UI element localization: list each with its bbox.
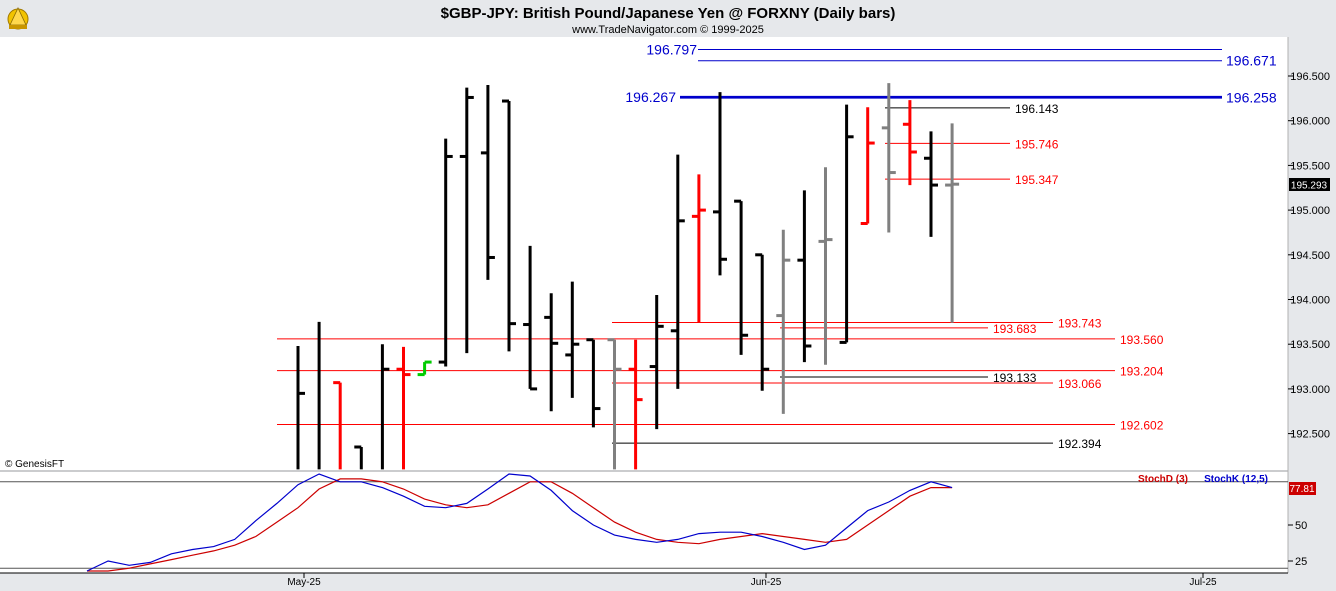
ohlc-bar [797,190,812,363]
ohlc-bar [380,344,390,470]
level-label: 193.560 [1120,333,1164,347]
ohlc-bar [523,245,538,391]
price-tick-label: 196.500 [1290,71,1330,83]
ohlc-bar [586,338,601,428]
ohlc-bar [839,104,854,344]
price-tick-label: 194.000 [1290,295,1330,307]
ohlc-bar [544,293,559,412]
ohlc-bar [649,295,664,430]
time-tick-label: Jun-25 [751,577,782,588]
legend-stochd: StochD (3) [1138,474,1188,485]
last-price-box [1289,178,1330,191]
ohlc-bar [354,445,363,470]
level-label: 193.133 [993,371,1037,385]
ohlc-bar [924,131,938,237]
price-axis: 196.500 196.000 195.500 195.000 194.500 194.0… [1288,71,1330,441]
ohlc-bar [502,99,516,352]
last-stoch-label: 77.81 [1289,484,1314,495]
price-tick-label: 195.000 [1290,205,1330,217]
level-label: 196.143 [1015,102,1059,116]
stoch-panel [0,472,1288,573]
ohlc-bar [417,360,432,377]
ohlc-bar [628,339,643,470]
ohlc-bar [860,107,875,226]
ohlc-bar [459,87,474,354]
ohlc-bar [755,253,770,391]
price-tick-label: 195.500 [1290,160,1330,172]
logo-icon [7,7,29,30]
ohlc-bar [713,92,727,276]
level-label: 192.394 [1058,437,1102,451]
stoch-tick-label: 50 [1295,520,1307,532]
ohlc-bar [333,381,342,470]
level-label: 193.066 [1058,377,1102,391]
ohlc-bar [776,229,791,414]
ohlc-bar [480,84,495,280]
price-tick-label: 193.000 [1290,384,1330,396]
level-label: 196.671 [1226,53,1277,69]
ohlc-bar [607,338,622,470]
stoch-tick-label: 25 [1295,556,1307,568]
watermark: © GenesisFT [5,459,64,470]
level-label: 196.258 [1226,90,1277,106]
level-label: 193.204 [1120,365,1164,379]
legend-stochk: StochK (12,5) [1204,474,1268,485]
ohlc-bar [881,83,896,233]
price-tick-label: 192.500 [1290,429,1330,441]
ohlc-bar [296,345,305,470]
level-label: 195.347 [1015,173,1059,187]
last-price-label: 195.293 [1291,181,1328,192]
time-tick-label: May-25 [287,577,321,588]
level-lines: 196.797 196.671 196.267 196.258 196.143 195.7… [277,41,1277,451]
time-axis: May-25 Jun-25 Jul-25 [0,572,1288,588]
stoch-lines [86,473,953,572]
level-label: 193.683 [993,322,1037,336]
ohlc-bar [565,281,580,398]
ohlc-bar [818,167,833,365]
price-tick-label: 196.000 [1290,116,1330,128]
price-bars [296,83,960,470]
chart-title: $GBP-JPY: British Pound/Japanese Yen @ F… [441,5,896,22]
time-tick-label: Jul-25 [1189,577,1217,588]
level-label: 196.267 [625,89,676,105]
level-label: 193.743 [1058,316,1102,330]
ohlc-bar [396,346,411,470]
price-tick-label: 194.500 [1290,250,1330,262]
level-label: 195.746 [1015,137,1059,151]
level-label: 196.797 [646,41,697,57]
ohlc-bar [691,174,706,323]
stoch-axis: 50 25 [0,481,1307,569]
level-label: 192.602 [1120,418,1164,432]
chart-subtitle: www.TradeNavigator.com © 1999-2025 [571,24,764,36]
last-stoch-box [1289,482,1316,495]
price-panel [0,37,1288,470]
ohlc-bar [945,123,960,323]
ohlc-bar [438,138,453,367]
ohlc-bar [670,154,685,389]
stoch-series-line [87,478,953,572]
ohlc-bar [734,199,749,355]
stoch-series-line [86,473,953,572]
ohlc-bar [902,100,917,186]
price-tick-label: 193.500 [1290,339,1330,351]
